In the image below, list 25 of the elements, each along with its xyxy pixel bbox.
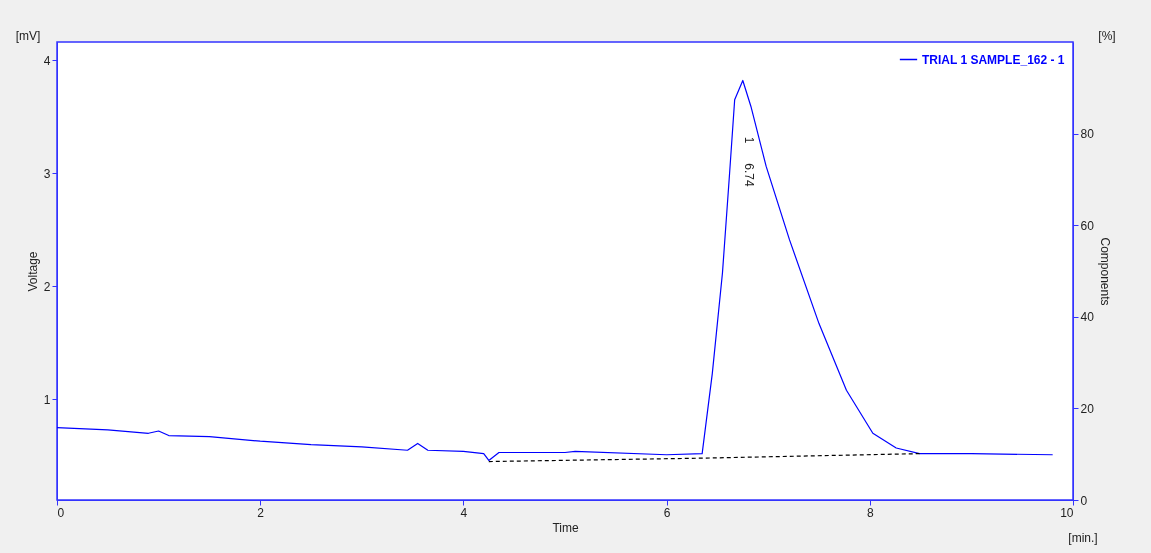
y2-tick-label: 60 (1080, 218, 1095, 233)
x-tick-label: 0 (57, 505, 65, 520)
text: [%] (1098, 29, 1116, 43)
y2-axis-title: Components (1097, 237, 1112, 306)
line-series (56, 79, 1054, 462)
y2-tick-label: 40 (1080, 310, 1095, 325)
x-tick-label: 2 (257, 505, 265, 520)
y-tick-label: 3 (43, 166, 51, 181)
y2-tick-label: 80 (1080, 127, 1095, 142)
y-tick-label: 4 (43, 53, 51, 68)
annotation: 1 (742, 136, 756, 144)
y2-tick-label: 0 (1080, 493, 1088, 508)
x-axis-title: Time (552, 520, 579, 535)
text: [min.] (1068, 531, 1098, 545)
y-axis-title: Voltage (25, 251, 40, 292)
x-tick-label: 10 (1060, 505, 1074, 520)
text: [mV] (15, 29, 41, 43)
legend-label: TRIAL 1 SAMPLE_162 - 1 (922, 52, 1065, 67)
x-tick-label: 6 (663, 505, 671, 520)
y-tick-label: 1 (43, 392, 51, 407)
x-tick-label: 4 (460, 505, 468, 520)
annotation: 6.74 (742, 163, 756, 187)
y2-tick-label: 20 (1080, 401, 1095, 416)
x-tick-label: 8 (866, 505, 874, 520)
y-tick-label: 2 (43, 279, 51, 294)
